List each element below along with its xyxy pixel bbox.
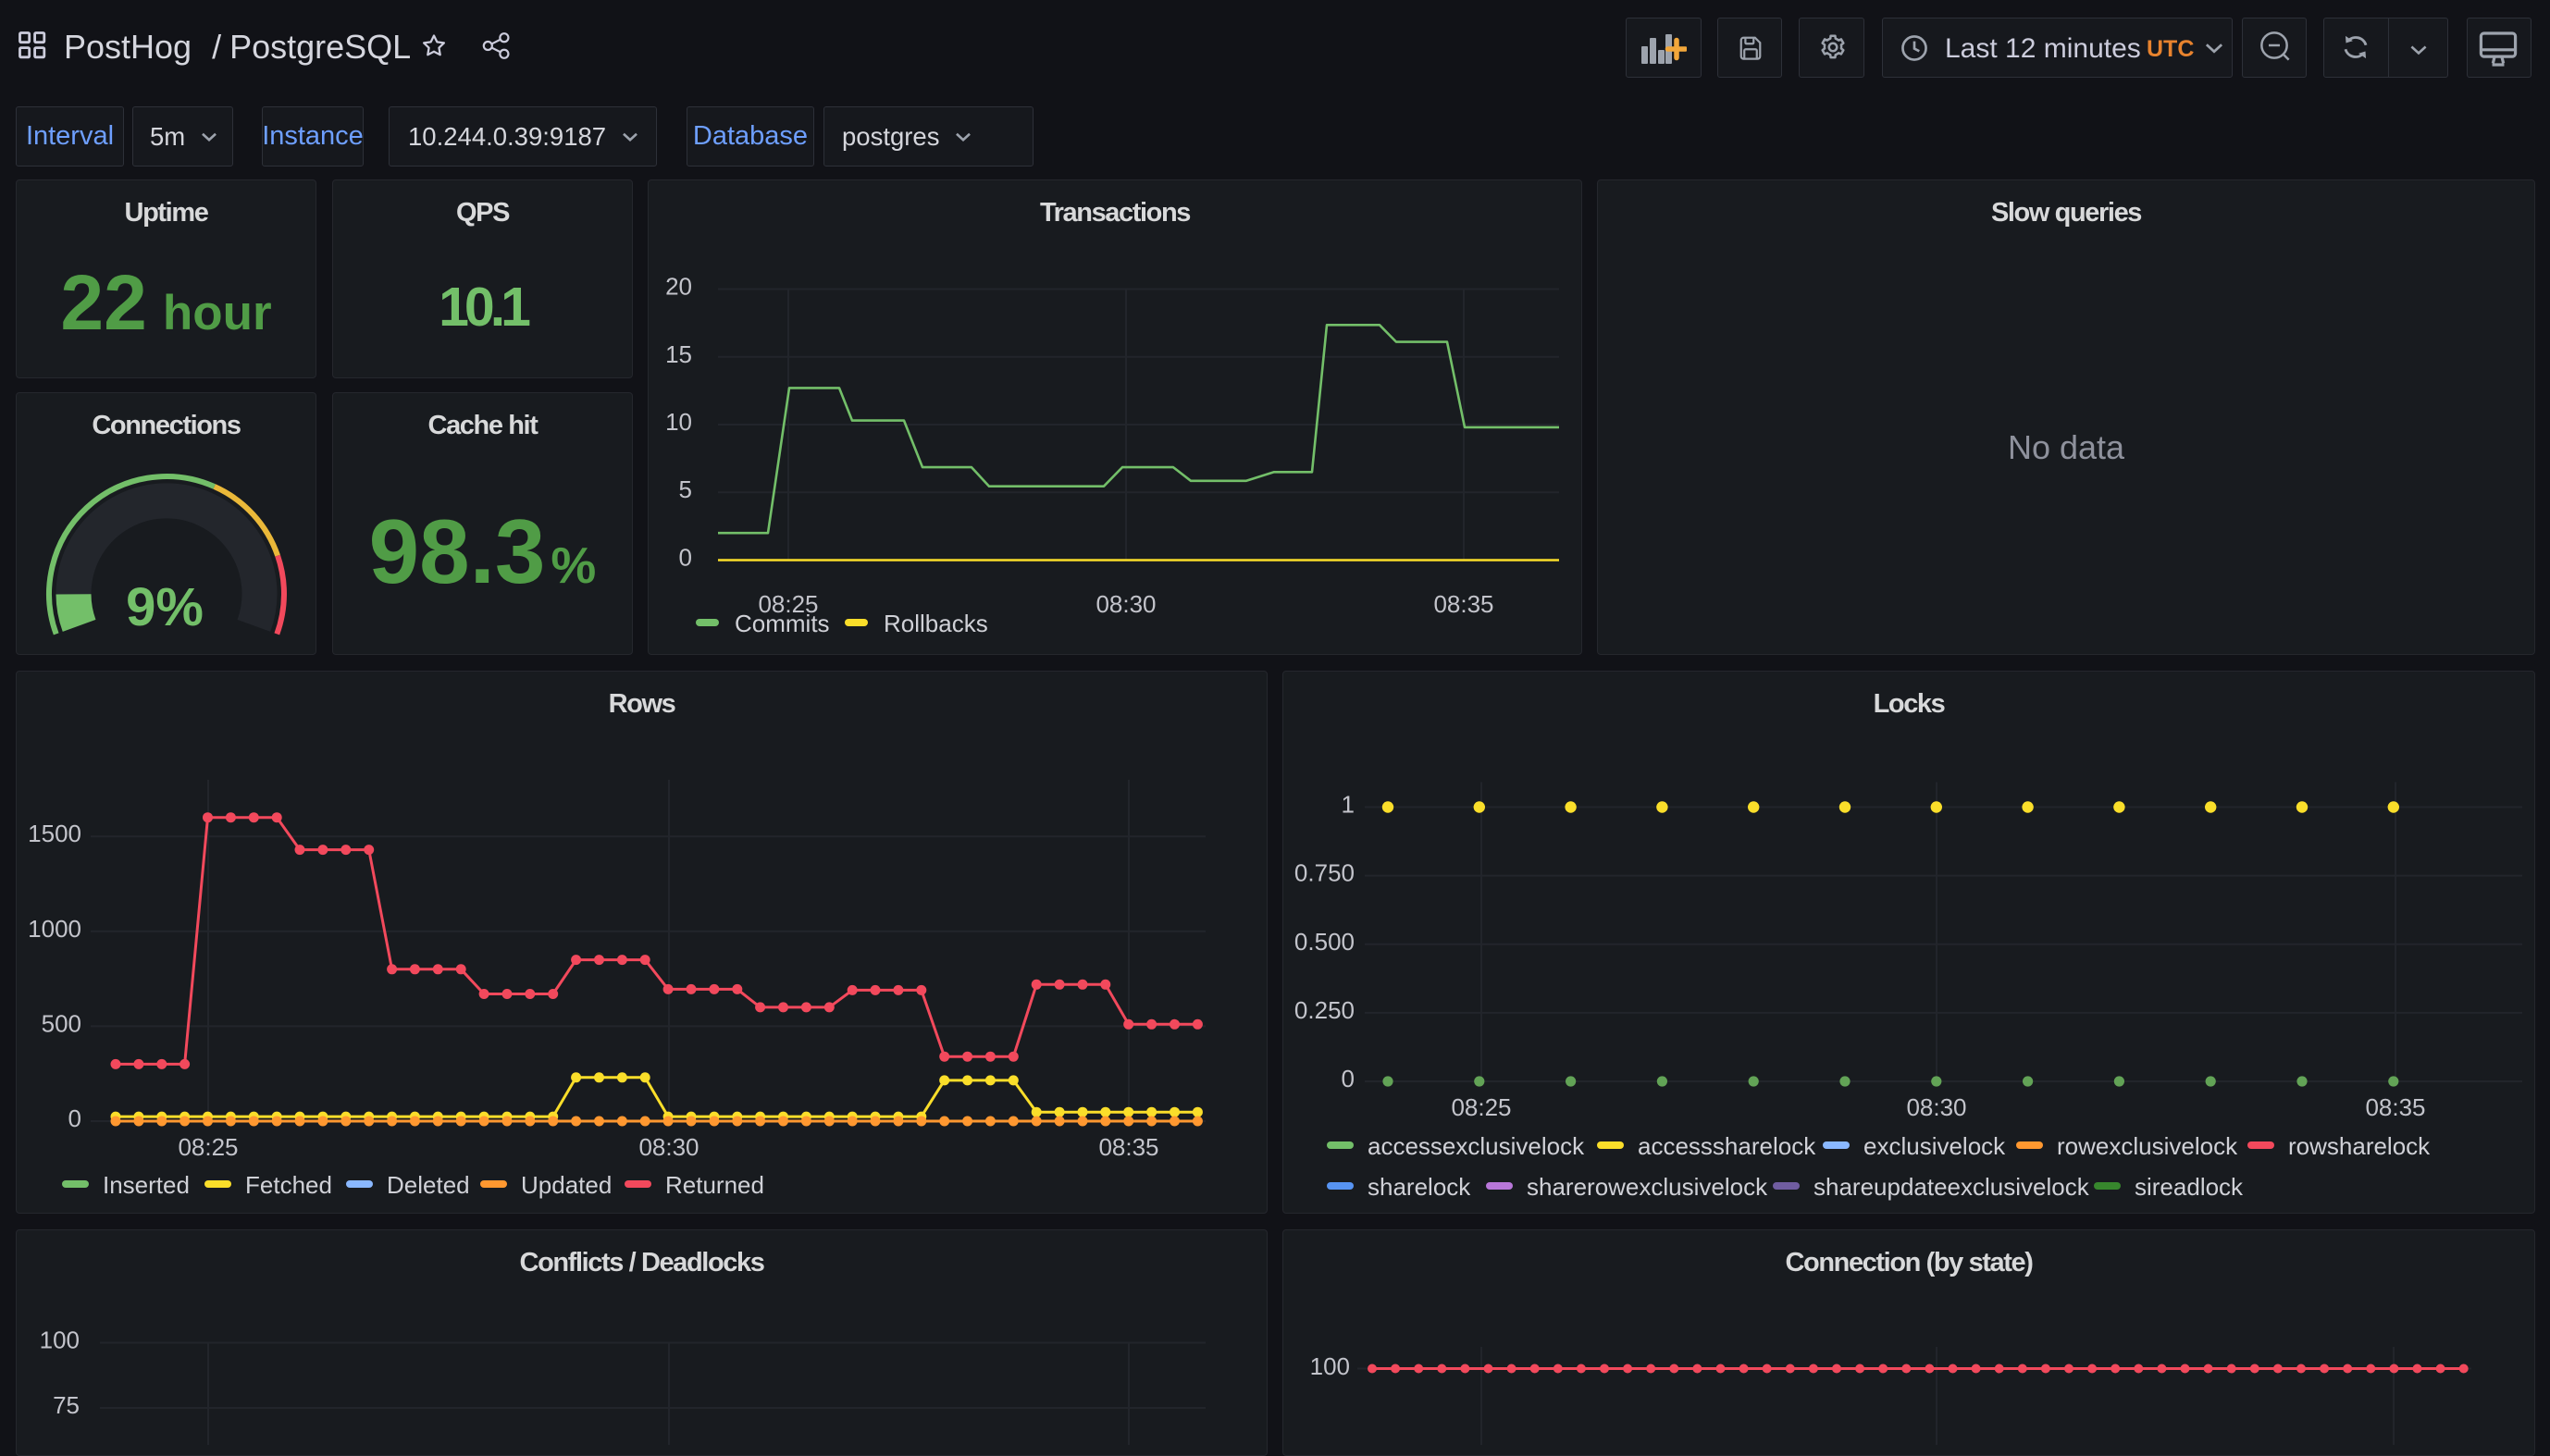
svg-text:9%: 9% [126, 577, 204, 637]
svg-text:08:30: 08:30 [1906, 1093, 1966, 1121]
svg-text:shareupdateexclusivelock: shareupdateexclusivelock [1813, 1173, 2090, 1201]
svg-text:100: 100 [40, 1326, 80, 1354]
svg-text:1500: 1500 [28, 820, 81, 847]
svg-text:0: 0 [1342, 1065, 1355, 1092]
svg-text:rowsharelock: rowsharelock [2288, 1132, 2431, 1160]
svg-text:10: 10 [665, 408, 692, 436]
svg-text:sharerowexclusivelock: sharerowexclusivelock [1527, 1173, 1768, 1201]
svg-text:accesssharelock: accesssharelock [1638, 1132, 1816, 1160]
svg-text:08:25: 08:25 [178, 1133, 238, 1161]
svg-text:08:35: 08:35 [1433, 590, 1493, 618]
svg-text:500: 500 [42, 1009, 81, 1037]
svg-text:08:30: 08:30 [638, 1133, 699, 1161]
svg-text:100: 100 [1310, 1352, 1350, 1380]
svg-text:Commits: Commits [735, 610, 830, 637]
svg-text:Fetched: Fetched [245, 1171, 332, 1199]
svg-text:75: 75 [53, 1391, 80, 1419]
svg-text:Inserted: Inserted [103, 1171, 190, 1199]
svg-text:0.500: 0.500 [1294, 928, 1355, 956]
svg-text:20: 20 [665, 273, 692, 301]
svg-text:0: 0 [68, 1104, 81, 1132]
svg-text:0: 0 [679, 544, 692, 572]
svg-text:Returned: Returned [665, 1171, 764, 1199]
svg-text:Deleted: Deleted [387, 1171, 470, 1199]
svg-text:15: 15 [665, 340, 692, 368]
svg-text:sharelock: sharelock [1368, 1173, 1471, 1201]
svg-text:0.250: 0.250 [1294, 996, 1355, 1024]
svg-text:accessexclusivelock: accessexclusivelock [1368, 1132, 1585, 1160]
svg-text:0.750: 0.750 [1294, 859, 1355, 887]
svg-text:08:25: 08:25 [758, 590, 818, 618]
svg-text:1: 1 [1342, 791, 1355, 819]
svg-text:08:30: 08:30 [1096, 590, 1156, 618]
svg-text:Updated: Updated [521, 1171, 612, 1199]
svg-text:Rollbacks: Rollbacks [884, 610, 988, 637]
svg-text:08:35: 08:35 [2365, 1093, 2425, 1121]
svg-text:sireadlock: sireadlock [2135, 1173, 2244, 1201]
svg-text:exclusivelock: exclusivelock [1863, 1132, 2006, 1160]
svg-text:5: 5 [679, 475, 692, 503]
svg-text:1000: 1000 [28, 915, 81, 943]
svg-text:08:35: 08:35 [1098, 1133, 1158, 1161]
svg-text:rowexclusivelock: rowexclusivelock [2057, 1132, 2238, 1160]
svg-text:08:25: 08:25 [1451, 1093, 1511, 1121]
